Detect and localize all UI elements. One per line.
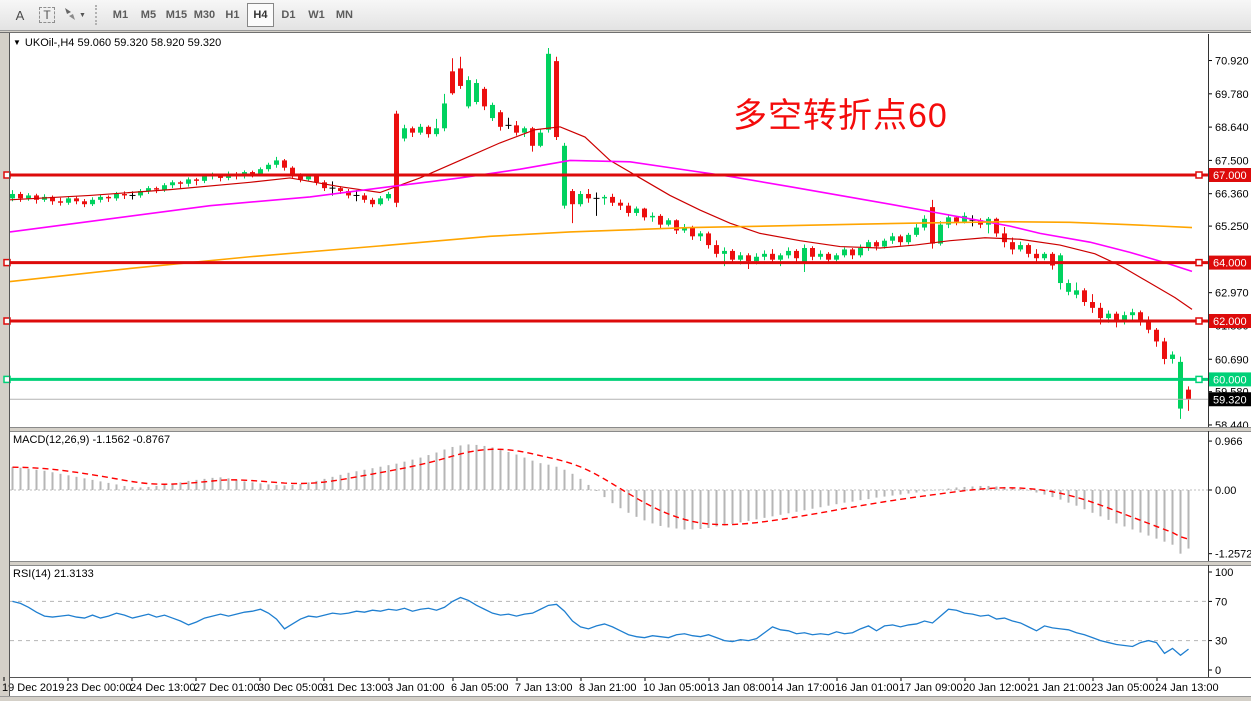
- time-axis-label: 23 Jan 05:00: [1091, 682, 1155, 694]
- symbol-label[interactable]: ▼ UKOil-,H4 59.060 59.320 58.920 59.320: [13, 37, 222, 49]
- price-axis-label: 62.970: [1215, 288, 1249, 300]
- rsi-axis-label: 0: [1215, 665, 1221, 677]
- time-axis-label: 30 Dec 05:00: [258, 682, 323, 694]
- timeframe-button-group: M1 M5 M15 M30 H1 H4 D1 W1 MN: [107, 3, 359, 27]
- time-axis-label: 20 Jan 12:00: [963, 682, 1027, 694]
- time-axis-label: 7 Jan 13:00: [515, 682, 573, 694]
- time-axis-label: 23 Dec 00:00: [66, 682, 131, 694]
- time-axis[interactable]: [9, 678, 1208, 696]
- price-pane[interactable]: [10, 34, 1208, 427]
- time-axis-label: 16 Jan 01:00: [835, 682, 899, 694]
- svg-text:62.000: 62.000: [1213, 316, 1247, 328]
- level-price-badge: [1209, 372, 1251, 387]
- text-tool-button[interactable]: T: [35, 3, 59, 27]
- level-price-badge: [1209, 255, 1251, 270]
- chart-text-annotation[interactable]: 多空转折点60: [733, 97, 948, 135]
- current-price-line: 59.320: [10, 392, 1251, 407]
- chevron-down-icon: ▼: [13, 38, 21, 47]
- macd-axis-label: -1.2572: [1215, 549, 1251, 561]
- level-price-badge: [1209, 168, 1251, 182]
- time-axis-label: 17 Jan 09:00: [899, 682, 963, 694]
- rsi-indicator-label: RSI(14) 21.3133: [13, 568, 94, 580]
- rsi-line: [12, 596, 1189, 657]
- price-axis-label: 70.920: [1215, 56, 1249, 68]
- toolbar: A T ▼ M1 M5 M15 M30 H1 H4 D1 W1 MN: [0, 0, 1251, 31]
- time-axis-label: 6 Jan 05:00: [451, 682, 509, 694]
- toolbar-separator: [94, 5, 99, 25]
- cursor-arrows-icon: [63, 7, 77, 24]
- time-axis-label: 13 Jan 08:00: [707, 682, 771, 694]
- current-price-badge: [1209, 392, 1251, 407]
- rsi-axis-label: 70: [1215, 596, 1227, 608]
- rsi-series: 100 70 30 0: [10, 567, 1233, 677]
- macd-pane[interactable]: [10, 432, 1208, 561]
- horizontal-levels[interactable]: 67.000 64.000 62.000 60.000: [3, 168, 1251, 387]
- rsi-pane[interactable]: [10, 566, 1208, 677]
- time-axis-label: 21 Jan 21:00: [1027, 682, 1091, 694]
- time-axis-label: 8 Jan 21:00: [579, 682, 637, 694]
- timeframe-button-m15[interactable]: M15: [165, 9, 188, 21]
- annotate-button[interactable]: A: [8, 3, 32, 27]
- ma-fast-red: [9, 126, 1193, 310]
- ma-slow-orange: [9, 220, 1193, 283]
- timeframe-button-m5[interactable]: M5: [140, 9, 157, 21]
- time-axis-label: 3 Jan 01:00: [387, 682, 445, 694]
- time-axis-label: 24 Dec 13:00: [130, 682, 195, 694]
- price-axis-label: 69.780: [1215, 89, 1249, 101]
- letter-a-icon: A: [15, 7, 25, 23]
- candlestick-series: [10, 47, 1191, 419]
- macd-series: 0.966 0.00 -1.2572: [10, 436, 1251, 561]
- svg-text:64.000: 64.000: [1213, 258, 1247, 270]
- price-axis-label: 68.640: [1215, 122, 1249, 134]
- time-axis-label: 14 Jan 17:00: [771, 682, 835, 694]
- timeframe-button-h4[interactable]: H4: [246, 3, 274, 27]
- svg-text:59.320: 59.320: [1213, 394, 1247, 406]
- price-axis-label: 67.500: [1215, 155, 1249, 167]
- time-axis-label: 24 Jan 13:00: [1155, 682, 1219, 694]
- rsi-axis-label: 100: [1215, 567, 1233, 579]
- rsi-axis-label: 30: [1215, 636, 1227, 648]
- chevron-down-icon: ▼: [79, 11, 86, 19]
- macd-indicator-label: MACD(12,26,9) -1.1562 -0.8767: [13, 434, 171, 446]
- price-axis-label: 66.360: [1215, 189, 1249, 201]
- price-axis[interactable]: [1208, 34, 1251, 677]
- price-axis-label: 65.250: [1215, 221, 1249, 233]
- timeframe-button-m1[interactable]: M1: [112, 9, 129, 21]
- text-tool-icon: T: [39, 7, 55, 23]
- time-axis-label: 31 Dec 13:00: [322, 682, 387, 694]
- timeframe-button-h1[interactable]: H1: [225, 9, 240, 21]
- timeframe-button-d1[interactable]: D1: [281, 9, 296, 21]
- timeframe-button-w1[interactable]: W1: [308, 9, 325, 21]
- timeframe-button-mn[interactable]: MN: [335, 9, 353, 21]
- price-axis-label: 60.690: [1215, 354, 1249, 366]
- svg-text:67.000: 67.000: [1213, 170, 1247, 182]
- macd-axis-label: 0.00: [1215, 485, 1236, 497]
- time-axis-label: 27 Dec 01:00: [194, 682, 259, 694]
- svg-text:60.000: 60.000: [1213, 374, 1247, 386]
- macd-axis-label: 0.966: [1215, 436, 1243, 448]
- style-tool-button[interactable]: ▼: [62, 3, 87, 27]
- timeframe-button-m30[interactable]: M30: [193, 9, 216, 21]
- chart-background: [10, 33, 1251, 696]
- level-price-badge: [1209, 314, 1251, 328]
- window-frame: [0, 32, 1251, 697]
- time-axis-label: 19 Dec 2019: [2, 682, 64, 694]
- ma-mid-magenta: [9, 159, 1193, 273]
- time-axis-label: 10 Jan 05:00: [643, 682, 707, 694]
- macd-signal-line: [12, 448, 1189, 540]
